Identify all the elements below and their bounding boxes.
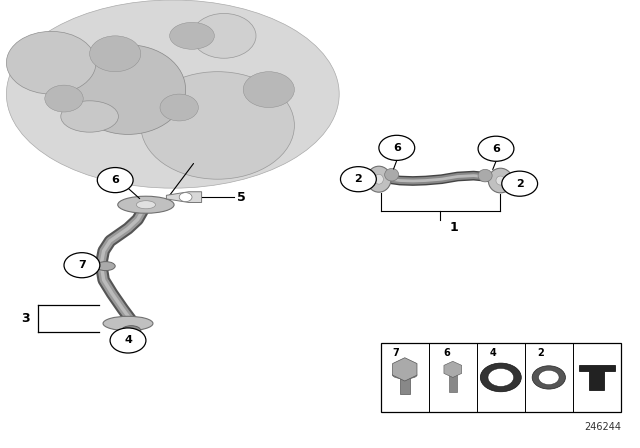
Ellipse shape <box>385 168 399 181</box>
Ellipse shape <box>374 174 383 184</box>
Polygon shape <box>392 358 417 381</box>
Text: 7: 7 <box>78 260 86 270</box>
Ellipse shape <box>96 262 115 271</box>
Ellipse shape <box>90 36 141 72</box>
Text: 2: 2 <box>516 179 524 189</box>
Circle shape <box>538 370 559 384</box>
Circle shape <box>97 168 133 193</box>
Circle shape <box>532 366 566 389</box>
Ellipse shape <box>170 22 214 49</box>
Text: 7: 7 <box>392 348 399 358</box>
Text: 3: 3 <box>21 311 30 325</box>
Bar <box>449 372 457 392</box>
Polygon shape <box>579 365 614 390</box>
Text: 6: 6 <box>393 143 401 153</box>
Ellipse shape <box>6 31 96 94</box>
Ellipse shape <box>488 168 513 193</box>
Circle shape <box>502 171 538 196</box>
Circle shape <box>64 253 100 278</box>
Ellipse shape <box>192 13 256 58</box>
Circle shape <box>179 193 192 202</box>
Text: 6: 6 <box>111 175 119 185</box>
Ellipse shape <box>118 196 174 213</box>
Circle shape <box>340 167 376 192</box>
Circle shape <box>478 136 514 161</box>
Text: 4: 4 <box>490 348 497 358</box>
Text: 6: 6 <box>443 348 450 358</box>
Ellipse shape <box>70 45 186 134</box>
Text: 6: 6 <box>492 144 500 154</box>
Ellipse shape <box>160 94 198 121</box>
Circle shape <box>480 363 521 392</box>
Ellipse shape <box>61 101 118 132</box>
Bar <box>381 343 621 412</box>
Text: 2: 2 <box>538 348 545 358</box>
Ellipse shape <box>392 372 417 379</box>
Ellipse shape <box>367 166 391 192</box>
Ellipse shape <box>243 72 294 108</box>
Circle shape <box>110 328 146 353</box>
Ellipse shape <box>122 326 141 336</box>
Text: 4: 4 <box>124 336 132 345</box>
Ellipse shape <box>136 201 156 209</box>
Text: 5: 5 <box>237 190 246 204</box>
Text: 2: 2 <box>355 174 362 184</box>
Ellipse shape <box>478 169 492 182</box>
Text: 246244: 246244 <box>584 422 621 432</box>
Bar <box>399 371 410 395</box>
Polygon shape <box>166 192 202 202</box>
Ellipse shape <box>103 316 153 331</box>
Circle shape <box>379 135 415 160</box>
Ellipse shape <box>496 176 505 185</box>
Ellipse shape <box>141 72 294 179</box>
Polygon shape <box>444 361 461 377</box>
Ellipse shape <box>6 0 339 188</box>
Ellipse shape <box>45 85 83 112</box>
Circle shape <box>488 368 513 386</box>
Text: 1: 1 <box>450 220 459 234</box>
